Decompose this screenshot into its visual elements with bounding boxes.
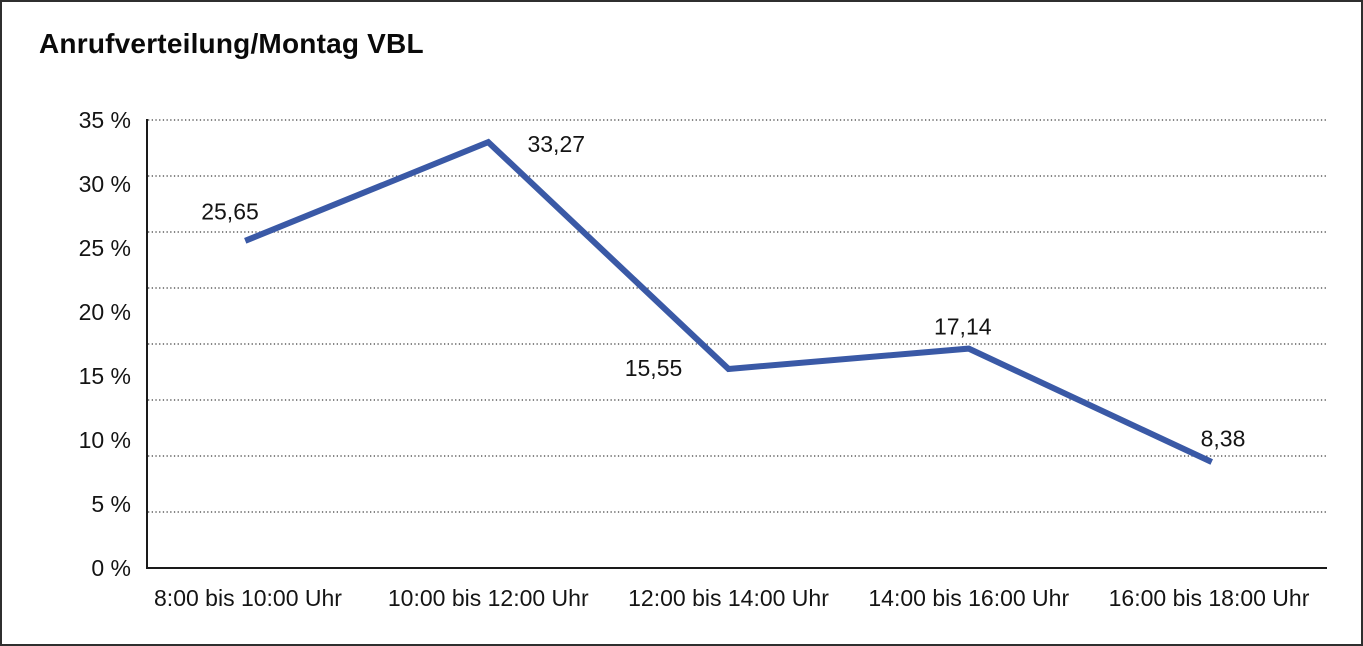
data-point-label: 25,65: [201, 199, 259, 225]
x-axis-label: 10:00 bis 12:00 Uhr: [388, 585, 589, 611]
y-tick-label: 30 %: [79, 171, 131, 197]
x-axis-label: 8:00 bis 10:00 Uhr: [154, 585, 342, 611]
y-tick-label: 5 %: [91, 491, 131, 517]
data-point-label: 8,38: [1201, 426, 1246, 452]
y-tick-label: 25 %: [79, 235, 131, 261]
x-axis-label: 12:00 bis 14:00 Uhr: [628, 585, 829, 611]
data-point-label: 33,27: [527, 131, 585, 157]
chart-title: Anrufverteilung/Montag VBL: [39, 28, 424, 59]
data-point-label: 17,14: [934, 314, 992, 340]
x-axis-label: 14:00 bis 16:00 Uhr: [868, 585, 1069, 611]
y-tick-label: 20 %: [79, 299, 131, 325]
y-tick-label: 35 %: [79, 107, 131, 133]
y-tick-label: 10 %: [79, 427, 131, 453]
data-point-label: 15,55: [625, 355, 683, 381]
y-tick-label: 15 %: [79, 363, 131, 389]
x-axis-label: 16:00 bis 18:00 Uhr: [1109, 585, 1310, 611]
data-line: [244, 138, 1213, 465]
y-tick-label: 0 %: [91, 555, 131, 581]
